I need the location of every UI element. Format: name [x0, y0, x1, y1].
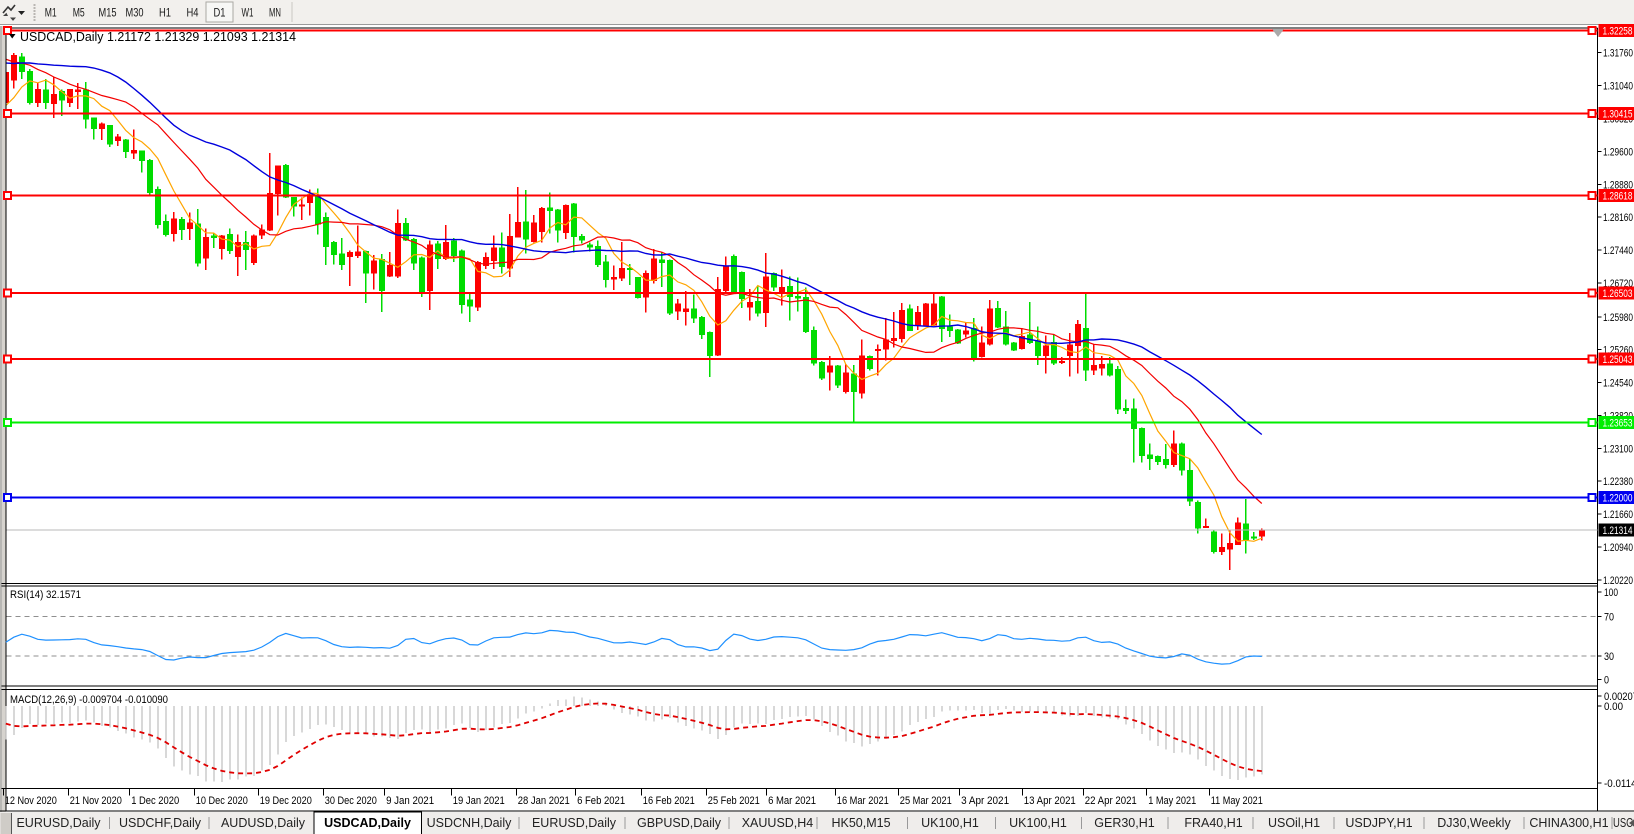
svg-text:25 Mar 2021: 25 Mar 2021: [900, 795, 952, 807]
svg-text:EURUSD,Daily: EURUSD,Daily: [532, 816, 617, 830]
svg-text:UK100,H1: UK100,H1: [1009, 816, 1067, 830]
svg-text:USDCNH,Daily: USDCNH,Daily: [427, 816, 512, 830]
svg-text:9 Jan 2021: 9 Jan 2021: [386, 795, 434, 807]
svg-text:1.26503: 1.26503: [1603, 288, 1633, 300]
svg-text:1.28160: 1.28160: [1603, 212, 1633, 224]
svg-text:DJ30,Weekly: DJ30,Weekly: [1437, 816, 1511, 830]
svg-text:USDJPY,H1: USDJPY,H1: [1345, 816, 1412, 830]
svg-text:100: 100: [1604, 587, 1618, 599]
svg-text:16 Mar 2021: 16 Mar 2021: [837, 795, 889, 807]
svg-text:CHINA300,H1: CHINA300,H1: [1529, 816, 1608, 830]
svg-text:0.00: 0.00: [1604, 701, 1623, 713]
svg-text:1.21660: 1.21660: [1603, 509, 1633, 521]
svg-text:3 Apr 2021: 3 Apr 2021: [961, 795, 1009, 807]
svg-text:MACD(12,26,9) -0.009704 -0.010: MACD(12,26,9) -0.009704 -0.010090: [10, 694, 168, 706]
svg-text:USDCAD,Daily: USDCAD,Daily: [324, 816, 411, 830]
svg-text:FRA40,H1: FRA40,H1: [1184, 816, 1242, 830]
svg-text:16 Feb 2021: 16 Feb 2021: [643, 795, 695, 807]
svg-text:M30: M30: [126, 6, 144, 20]
svg-text:10 Dec 2020: 10 Dec 2020: [196, 795, 248, 807]
svg-text:1.20940: 1.20940: [1603, 542, 1633, 554]
svg-text:EURUSD,Daily: EURUSD,Daily: [16, 816, 101, 830]
svg-text:1.23100: 1.23100: [1603, 443, 1633, 455]
svg-text:M1: M1: [45, 6, 57, 20]
svg-text:22 Apr 2021: 22 Apr 2021: [1085, 795, 1137, 807]
svg-text:W1: W1: [242, 6, 254, 20]
svg-text:70: 70: [1604, 611, 1614, 623]
svg-text:RSI(14) 32.1571: RSI(14) 32.1571: [10, 589, 81, 601]
svg-text:0.00207: 0.00207: [1604, 691, 1634, 703]
svg-text:UK100,H1: UK100,H1: [921, 816, 979, 830]
svg-text:30: 30: [1604, 651, 1614, 663]
svg-text:1.28880: 1.28880: [1603, 179, 1633, 191]
svg-text:1.22000: 1.22000: [1603, 493, 1633, 505]
svg-text:1.22380: 1.22380: [1603, 476, 1633, 488]
svg-text:-0.01146: -0.01146: [1604, 778, 1634, 790]
svg-text:1.25043: 1.25043: [1603, 354, 1633, 366]
svg-text:H1: H1: [159, 6, 171, 20]
svg-text:H4: H4: [187, 6, 199, 20]
svg-text:HK50,M15: HK50,M15: [831, 816, 890, 830]
svg-text:1.25980: 1.25980: [1603, 312, 1633, 324]
svg-text:GBPUSD,Daily: GBPUSD,Daily: [637, 816, 722, 830]
svg-text:XAUUSD,H4: XAUUSD,H4: [742, 816, 814, 830]
svg-text:21 Nov 2020: 21 Nov 2020: [70, 795, 122, 807]
svg-text:1.29600: 1.29600: [1603, 146, 1633, 158]
svg-text:6 Mar 2021: 6 Mar 2021: [768, 795, 816, 807]
svg-text:12 Nov 2020: 12 Nov 2020: [5, 795, 57, 807]
svg-text:1.27440: 1.27440: [1603, 245, 1633, 257]
svg-text:USOil,H1: USOil,H1: [1268, 816, 1320, 830]
svg-text:25 Feb 2021: 25 Feb 2021: [708, 795, 760, 807]
svg-text:28 Jan 2021: 28 Jan 2021: [518, 795, 570, 807]
svg-text:1.28618: 1.28618: [1603, 191, 1633, 203]
svg-text:D1: D1: [214, 6, 226, 20]
svg-text:19 Dec 2020: 19 Dec 2020: [260, 795, 312, 807]
svg-text:MN: MN: [269, 6, 281, 20]
svg-text:GER30,H1: GER30,H1: [1094, 816, 1154, 830]
svg-text:11 May 2021: 11 May 2021: [1211, 795, 1263, 807]
svg-text:19 Jan 2021: 19 Jan 2021: [453, 795, 505, 807]
svg-text:1.31760: 1.31760: [1603, 48, 1633, 60]
svg-text:1.32258: 1.32258: [1603, 25, 1633, 37]
svg-text:USC: USC: [1613, 816, 1633, 830]
svg-text:M5: M5: [73, 6, 85, 20]
svg-text:USDCAD,Daily 1.21172 1.21329: USDCAD,Daily 1.21172 1.21329 1.21093 1.2…: [20, 30, 296, 44]
svg-text:USDCHF,Daily: USDCHF,Daily: [119, 816, 202, 830]
svg-text:13 Apr 2021: 13 Apr 2021: [1024, 795, 1076, 807]
svg-text:AUDUSD,Daily: AUDUSD,Daily: [221, 816, 306, 830]
svg-text:0: 0: [1604, 675, 1609, 687]
svg-text:M15: M15: [99, 6, 117, 20]
svg-text:1.24540: 1.24540: [1603, 378, 1633, 390]
svg-text:1.23653: 1.23653: [1603, 418, 1633, 430]
svg-text:1.20220: 1.20220: [1603, 575, 1633, 587]
svg-text:1 May 2021: 1 May 2021: [1148, 795, 1196, 807]
svg-text:1.31040: 1.31040: [1603, 81, 1633, 93]
svg-text:1 Dec 2020: 1 Dec 2020: [131, 795, 179, 807]
svg-text:1.21314: 1.21314: [1603, 525, 1633, 537]
svg-text:1.30415: 1.30415: [1603, 109, 1633, 121]
svg-text:30 Dec 2020: 30 Dec 2020: [325, 795, 377, 807]
svg-text:6 Feb 2021: 6 Feb 2021: [577, 795, 625, 807]
